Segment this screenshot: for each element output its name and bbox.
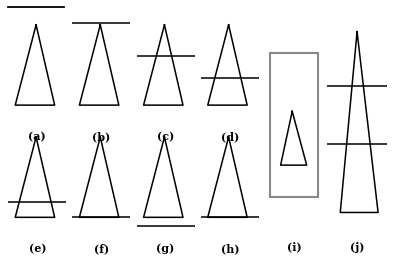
Text: (a): (a) (28, 131, 46, 142)
Text: (b): (b) (92, 131, 110, 142)
Text: (h): (h) (220, 243, 238, 254)
Text: (f): (f) (94, 243, 109, 254)
Text: (j): (j) (349, 242, 363, 252)
Text: (c): (c) (157, 131, 174, 142)
Text: (e): (e) (28, 243, 46, 254)
Text: (i): (i) (286, 242, 301, 252)
Text: (g): (g) (156, 243, 174, 254)
Text: (d): (d) (220, 131, 238, 142)
Bar (269, 53, 318, 197)
